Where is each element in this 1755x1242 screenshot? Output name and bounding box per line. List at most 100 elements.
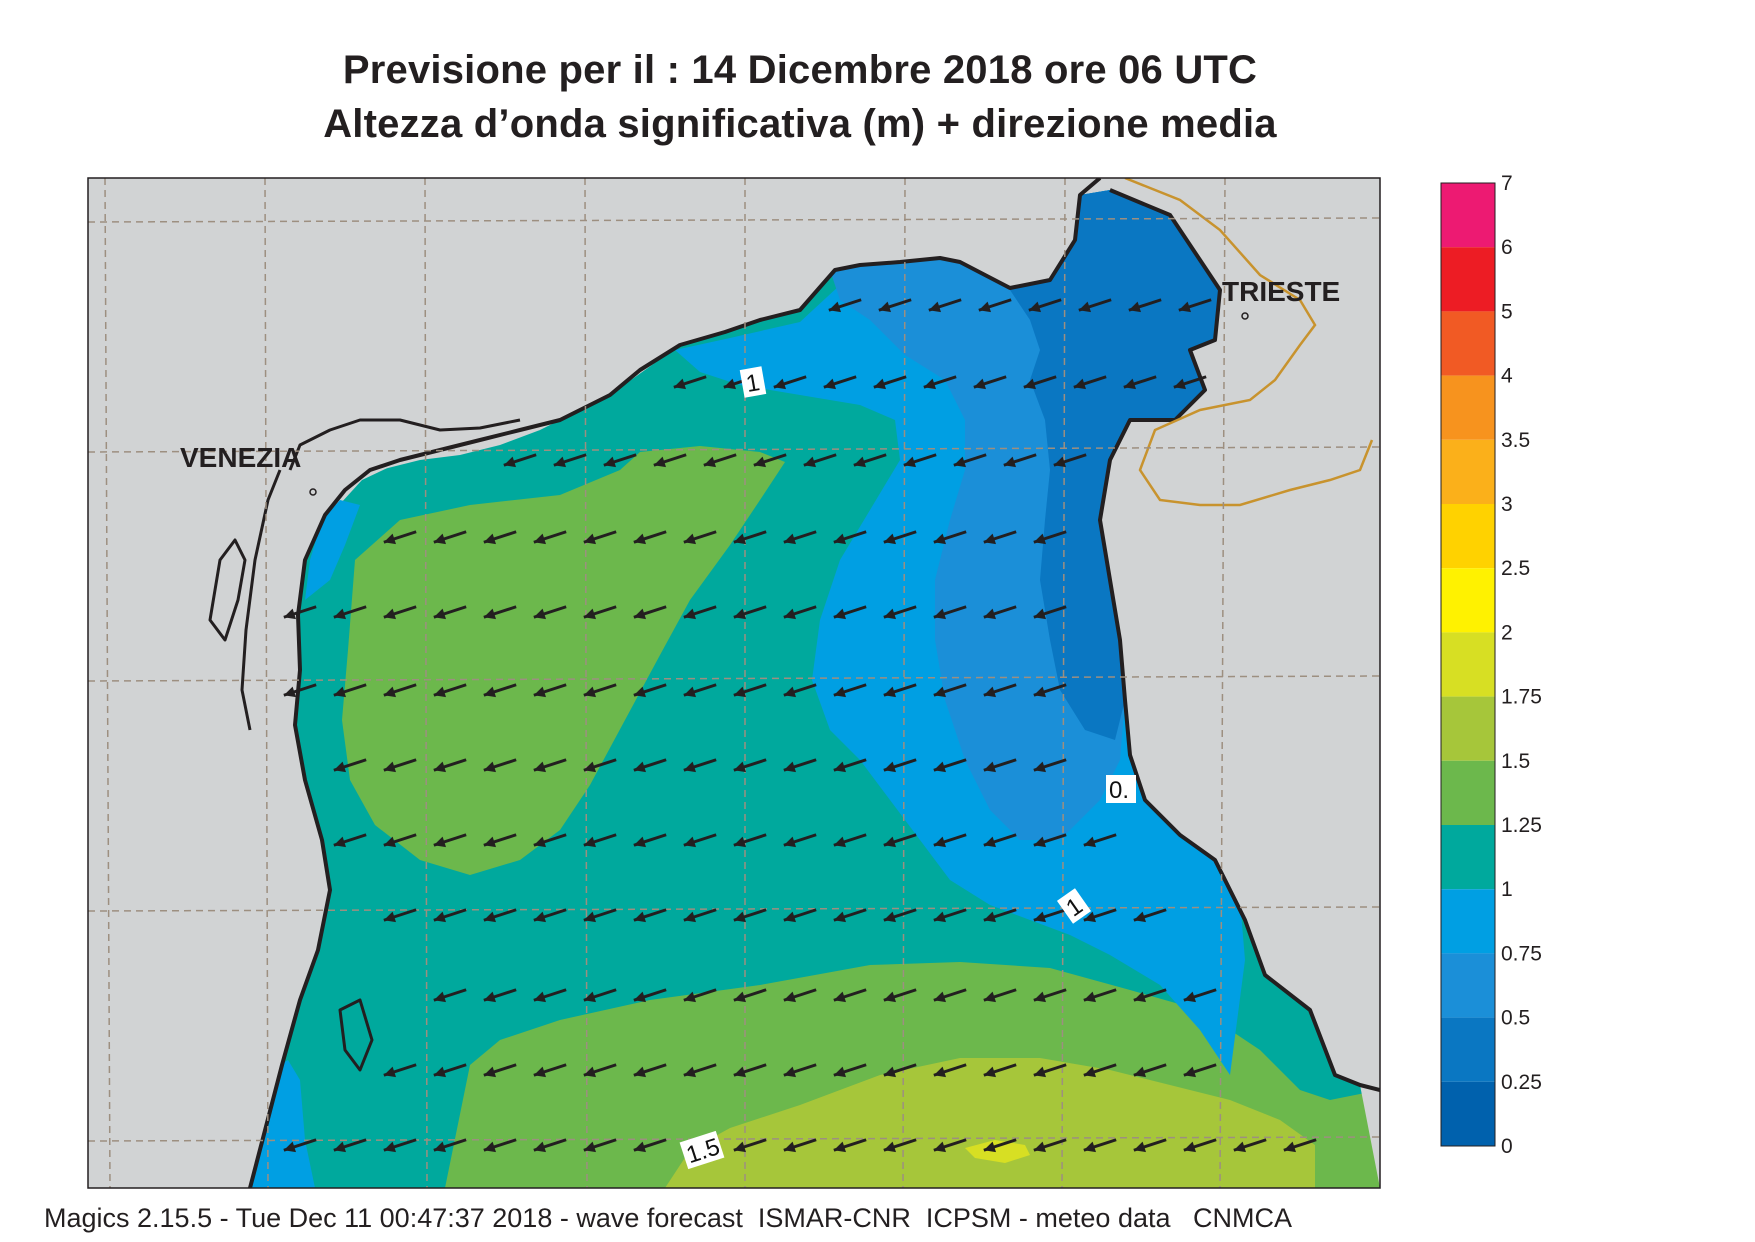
legend-swatch — [1441, 247, 1495, 312]
wave-direction-arrow — [903, 453, 937, 468]
band-150-south — [665, 1058, 1315, 1188]
footer-credits: Magics 2.15.5 - Tue Dec 11 00:47:37 2018… — [44, 1203, 1292, 1233]
wave-direction-arrow — [973, 375, 1007, 390]
wave-direction-arrow — [1083, 988, 1117, 1003]
wave-direction-arrow — [833, 758, 867, 773]
wave-direction-arrow — [1183, 1138, 1217, 1153]
wave-direction-arrow — [433, 1138, 467, 1153]
wave-direction-arrow — [1083, 833, 1117, 848]
wave-direction-arrow — [333, 683, 367, 698]
wave-direction-arrow — [283, 605, 317, 620]
legend-swatch — [1441, 1081, 1495, 1146]
wave-direction-arrow — [433, 530, 467, 545]
wave-direction-arrow — [883, 1063, 917, 1078]
wave-direction-arrow — [283, 1138, 317, 1153]
wave-direction-arrow — [933, 1138, 967, 1153]
wave-direction-arrow — [1178, 298, 1212, 313]
wave-direction-arrow — [533, 908, 567, 923]
wave-direction-arrow — [533, 683, 567, 698]
legend-label: 1 — [1501, 878, 1513, 901]
legend-label: 0.5 — [1501, 1007, 1530, 1030]
legend-label: 0.75 — [1501, 942, 1542, 965]
wave-direction-arrow — [883, 988, 917, 1003]
legend-swatch — [1441, 568, 1495, 633]
wave-direction-arrow — [873, 375, 907, 390]
wave-direction-arrow — [1023, 375, 1057, 390]
wave-direction-arrow — [933, 683, 967, 698]
croatia-land — [1100, 178, 1380, 1188]
wave-direction-arrow — [483, 908, 517, 923]
map-title: Previsione per il : 14 Dicembre 2018 ore… — [342, 48, 1258, 92]
wave-direction-arrow — [683, 683, 717, 698]
map-area — [88, 178, 1380, 1188]
legend-swatch — [1441, 760, 1495, 825]
wave-direction-arrow — [933, 530, 967, 545]
wave-direction-arrow — [1033, 530, 1067, 545]
wave-direction-arrow — [673, 375, 707, 390]
legend-swatch — [1441, 953, 1495, 1018]
band-175-patch — [965, 1140, 1030, 1163]
wave-direction-arrow — [383, 1063, 417, 1078]
wave-direction-arrow — [333, 605, 367, 620]
wave-direction-arrow — [1083, 908, 1117, 923]
wave-direction-arrow — [833, 530, 867, 545]
legend-swatch — [1441, 439, 1495, 504]
wave-direction-arrow — [833, 833, 867, 848]
wave-direction-arrow — [633, 758, 667, 773]
wave-direction-arrow — [1183, 988, 1217, 1003]
wave-direction-arrow — [783, 1063, 817, 1078]
wave-direction-arrow — [1078, 298, 1112, 313]
wave-direction-arrow — [833, 683, 867, 698]
legend-swatch — [1441, 696, 1495, 761]
wave-direction-arrow — [533, 605, 567, 620]
band-075-westcoast — [305, 500, 360, 600]
map-frame — [87, 177, 1381, 1189]
band-125-central — [342, 446, 785, 875]
wave-direction-arrow — [603, 453, 637, 468]
coastline-west — [248, 178, 1102, 1188]
wave-direction-arrow — [733, 1138, 767, 1153]
legend-swatch — [1441, 632, 1495, 697]
wave-direction-arrow — [583, 683, 617, 698]
wave-direction-arrow — [583, 530, 617, 545]
wave-direction-arrow — [433, 683, 467, 698]
wave-direction-arrow — [883, 605, 917, 620]
wave-direction-arrow — [683, 758, 717, 773]
wave-direction-arrow — [533, 758, 567, 773]
wave-direction-arrow — [683, 530, 717, 545]
wave-direction-arrow — [1033, 988, 1067, 1003]
wave-direction-arrow — [978, 298, 1012, 313]
wave-direction-arrow — [433, 988, 467, 1003]
wave-direction-arrow — [483, 758, 517, 773]
wave-direction-arrow — [433, 833, 467, 848]
wave-direction-arrow — [1283, 1138, 1317, 1153]
legend-label: 0 — [1501, 1135, 1513, 1158]
legend-label: 3 — [1501, 493, 1513, 516]
state-border — [1124, 178, 1374, 507]
wave-direction-arrow — [983, 605, 1017, 620]
wave-direction-arrow — [983, 530, 1017, 545]
wave-direction-arrow — [783, 833, 817, 848]
legend-swatch — [1441, 375, 1495, 440]
wave-direction-arrow — [883, 1138, 917, 1153]
wave-direction-arrow — [433, 605, 467, 620]
wave-direction-arrow — [383, 530, 417, 545]
wave-direction-arrow — [1003, 453, 1037, 468]
wave-direction-arrow — [1033, 758, 1067, 773]
wave-direction-arrow — [783, 605, 817, 620]
contour-label-text: 0. — [1109, 777, 1129, 804]
wave-direction-arrow — [703, 453, 737, 468]
wave-direction-arrow — [583, 1063, 617, 1078]
wave-direction-arrow — [928, 298, 962, 313]
wave-direction-arrow — [633, 833, 667, 848]
wave-direction-arrow — [1133, 1063, 1167, 1078]
wave-direction-arrow — [733, 605, 767, 620]
wave-direction-arrow — [953, 453, 987, 468]
wave-direction-arrow — [1033, 833, 1067, 848]
legend-swatch — [1441, 183, 1495, 248]
wave-direction-arrow — [633, 908, 667, 923]
wave-direction-arrow — [983, 833, 1017, 848]
wave-direction-arrow — [783, 1138, 817, 1153]
wave-direction-arrow — [833, 1063, 867, 1078]
